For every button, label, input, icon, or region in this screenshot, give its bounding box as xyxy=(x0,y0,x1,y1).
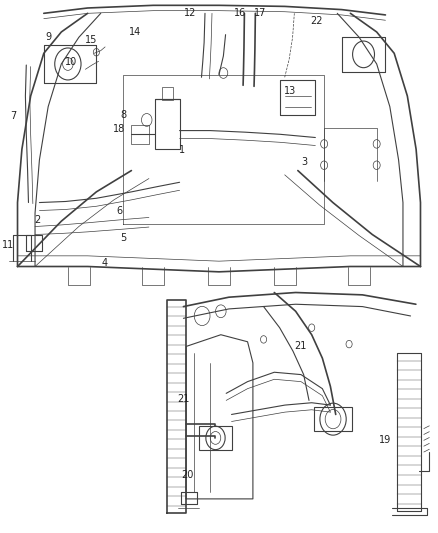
Text: 1: 1 xyxy=(179,146,185,155)
Text: 14: 14 xyxy=(129,27,141,37)
Text: 16: 16 xyxy=(234,9,246,18)
Text: 19: 19 xyxy=(379,435,392,445)
Bar xyxy=(199,426,232,450)
Text: 5: 5 xyxy=(120,233,127,243)
Text: 21: 21 xyxy=(294,342,306,351)
Text: 13: 13 xyxy=(284,86,296,95)
Text: 3: 3 xyxy=(301,157,307,167)
Text: 18: 18 xyxy=(113,124,125,134)
Text: 21: 21 xyxy=(177,394,189,403)
Bar xyxy=(131,125,149,144)
Text: 12: 12 xyxy=(184,9,197,18)
Text: 17: 17 xyxy=(254,9,267,18)
Text: 11: 11 xyxy=(2,240,14,250)
Bar xyxy=(314,407,352,431)
Text: 2: 2 xyxy=(34,215,40,224)
Text: 4: 4 xyxy=(101,259,107,268)
Text: 8: 8 xyxy=(120,110,127,119)
Text: 9: 9 xyxy=(45,33,51,42)
Text: 20: 20 xyxy=(181,471,194,480)
Bar xyxy=(155,99,180,149)
Text: 22: 22 xyxy=(310,17,322,26)
Text: 7: 7 xyxy=(10,111,16,121)
Text: 10: 10 xyxy=(65,57,77,67)
Text: 15: 15 xyxy=(85,35,97,45)
Bar xyxy=(162,87,173,100)
Text: 6: 6 xyxy=(116,206,122,216)
